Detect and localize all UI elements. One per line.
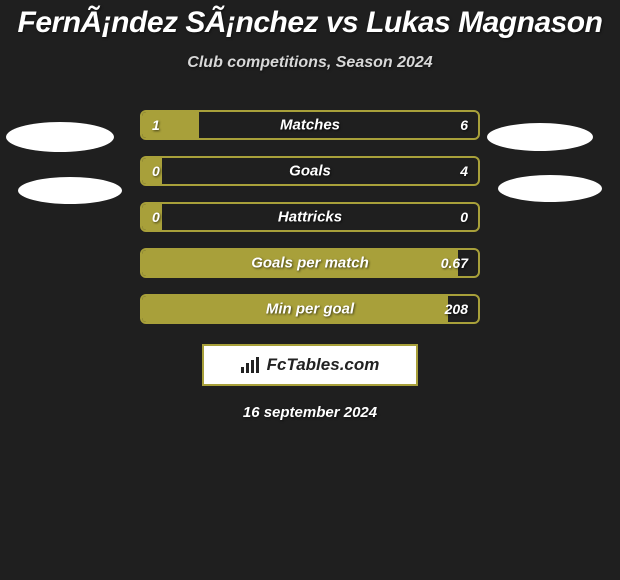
stat-value-right: 0.67 (441, 255, 468, 271)
stat-row: Min per goal 208 (0, 294, 620, 324)
stat-value-right: 208 (445, 301, 468, 317)
stat-row: Goals per match 0.67 (0, 248, 620, 278)
stat-bar-fill (142, 112, 199, 138)
player-shape (18, 177, 122, 204)
stat-bar: Hattricks 0 0 (140, 202, 480, 232)
player-shape (6, 122, 114, 152)
badge-text: FcTables.com (267, 355, 380, 375)
stat-bar: Min per goal 208 (140, 294, 480, 324)
stat-label: Min per goal (266, 301, 354, 318)
stat-value-left: 1 (152, 117, 160, 133)
stat-value-right: 6 (460, 117, 468, 133)
bars-icon (241, 357, 261, 373)
stat-bar: Goals 0 4 (140, 156, 480, 186)
player-shape (487, 123, 593, 151)
stat-value-left: 0 (152, 163, 160, 179)
stat-label: Matches (280, 117, 340, 134)
stat-row: Hattricks 0 0 (0, 202, 620, 232)
date-text: 16 september 2024 (0, 404, 620, 421)
stat-bar: Goals per match 0.67 (140, 248, 480, 278)
stat-label: Goals (289, 163, 331, 180)
stat-value-right: 4 (460, 163, 468, 179)
stat-value-right: 0 (460, 209, 468, 225)
page-title: FernÃ¡ndez SÃ¡nchez vs Lukas Magnason (0, 0, 620, 40)
player-shape (498, 175, 602, 202)
stat-label: Hattricks (278, 209, 342, 226)
subtitle: Club competitions, Season 2024 (0, 54, 620, 72)
source-badge: FcTables.com (202, 344, 418, 386)
stat-label: Goals per match (251, 255, 369, 272)
stat-value-left: 0 (152, 209, 160, 225)
stat-bar: Matches 1 6 (140, 110, 480, 140)
